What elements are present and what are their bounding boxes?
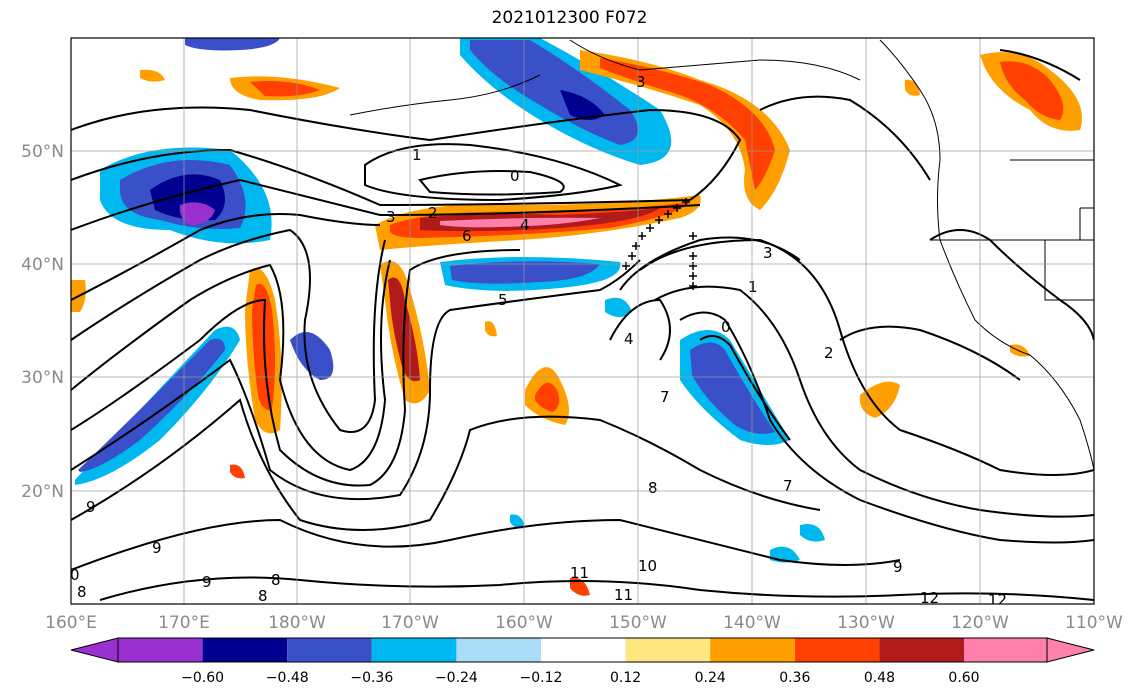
contour-label-group: 1 0 3 2 6 4 3 1 0 4 7 5 9 9 8 8 9 0 8 10…	[70, 73, 1007, 609]
anomaly-blue-diag-west-inner	[78, 338, 225, 472]
lon-tick-label: 160°W	[495, 613, 553, 633]
map-title: 2021012300 F072	[491, 8, 648, 28]
lon-tick-label: 160°E	[45, 613, 97, 633]
contour-label: 3	[386, 208, 396, 226]
lon-tick-label: 140°W	[723, 613, 781, 633]
colorbar-tick-label: −0.60	[181, 670, 224, 686]
colorbar-segment	[118, 638, 203, 662]
shaded-field: 1 0 3 2 6 4 3 1 0 4 7 5 9 9 8 8 9 0 8 10…	[70, 38, 1094, 609]
coastlines	[349, 39, 1094, 471]
lon-tick-label: 180°W	[268, 613, 326, 633]
contour-label: 5	[498, 291, 508, 309]
contour-label: 0	[510, 167, 520, 185]
anomaly-warm-small3	[570, 577, 590, 596]
colorbar-frame	[117, 637, 1048, 663]
colorbar: −0.60 −0.48 −0.36 −0.24 −0.12 0.12 0.24 …	[70, 637, 1095, 686]
colorbar-tick-label: 0.36	[779, 670, 810, 686]
contour-label: 2	[824, 344, 834, 362]
lon-tick-label: 170°E	[158, 613, 210, 633]
contour-label: 11	[614, 586, 633, 604]
colorbar-tick-label: 0.48	[864, 670, 895, 686]
lat-tick-label: 40°N	[21, 255, 64, 275]
contour-label: 1	[748, 278, 758, 296]
colorbar-segment	[371, 638, 457, 662]
contour-label: 4	[520, 216, 530, 234]
anomaly-warm-south-central-inner	[535, 382, 560, 412]
anomaly-blue-top-left	[185, 38, 280, 51]
anomaly-warm-small6	[485, 321, 497, 337]
anomaly-warm-east	[859, 381, 900, 418]
colorbar-segment	[541, 638, 626, 662]
anomaly-blue-south-of-jet-inner	[450, 261, 600, 284]
anomaly-blue-central	[290, 332, 334, 380]
colorbar-segment	[710, 638, 795, 662]
lon-tick-label: 170°W	[381, 613, 439, 633]
colorbar-segment	[964, 638, 1047, 662]
colorbar-segment	[625, 638, 711, 662]
lon-tick-label: 150°W	[609, 613, 667, 633]
anomaly-blue-diag-east-inner	[690, 342, 775, 434]
anomaly-navy-northeast	[560, 90, 605, 120]
colorbar-segment	[287, 638, 372, 662]
colorbar-tick-label: −0.12	[520, 670, 563, 686]
anomaly-warm-top-inner	[250, 81, 320, 97]
lat-tick-label: 20°N	[21, 482, 64, 502]
colorbar-extend-low	[70, 637, 119, 663]
contour-label: 8	[271, 571, 281, 589]
anomaly-warm-small1	[140, 69, 165, 82]
anomaly-purple	[179, 202, 215, 225]
colorbar-tick-label: 0.60	[948, 670, 979, 686]
lat-tick-label: 50°N	[21, 142, 64, 162]
contour-label: 8	[648, 479, 658, 497]
anomaly-warm-northeast-corner-inner	[1000, 61, 1064, 120]
colorbar-segment	[202, 638, 288, 662]
lat-tick-labels: 20°N 30°N 40°N 50°N	[21, 142, 64, 502]
track-markers	[622, 198, 697, 290]
colorbar-tick-label: 0.12	[610, 670, 641, 686]
contour-label: 6	[462, 227, 472, 245]
anomaly-blue-small4	[510, 514, 525, 529]
contour-label: 12	[920, 589, 939, 607]
contour-label: 3	[763, 244, 773, 262]
colorbar-tick-label: 0.24	[695, 670, 726, 686]
contour-label: 3	[636, 73, 646, 91]
contour-label: 2	[428, 204, 438, 222]
anomaly-blue-small1	[605, 297, 632, 317]
colorbar-segment	[456, 638, 541, 662]
lon-tick-label: 110°W	[1065, 613, 1123, 633]
colorbar-segment	[879, 638, 964, 662]
contour-label: 12	[988, 591, 1007, 609]
contour-label: 8	[77, 583, 87, 601]
colorbar-tick-label: −0.36	[350, 670, 393, 686]
lat-tick-label: 30°N	[21, 368, 64, 388]
plot-frame	[70, 37, 1095, 605]
contour-label: 9	[202, 573, 212, 591]
colorbar-extend-high	[1046, 637, 1095, 663]
contour-label: 0	[70, 566, 80, 584]
contour-label: 10	[638, 557, 657, 575]
lon-tick-label: 120°W	[951, 613, 1009, 633]
contour-label: 11	[570, 564, 589, 582]
lon-tick-label: 130°W	[837, 613, 895, 633]
colorbar-tick-label: −0.24	[435, 670, 478, 686]
contour-label: 0	[721, 318, 731, 336]
colorbar-segment	[794, 638, 880, 662]
contour-label: 9	[152, 539, 162, 557]
contour-label: 7	[660, 388, 670, 406]
anomaly-warm-small5	[905, 79, 920, 96]
anomaly-warm-small2	[230, 464, 245, 479]
contour-label: 9	[893, 558, 903, 576]
contour-label: 4	[624, 330, 634, 348]
anomaly-blue-small3	[800, 524, 825, 542]
anomaly-warm-northeast-inner	[600, 58, 775, 190]
anomaly-jet-pink	[440, 217, 600, 228]
lon-tick-labels: 160°E 170°E 180°W 170°W 160°W 150°W 140°…	[45, 613, 1123, 633]
contour-label: 9	[86, 498, 96, 516]
colorbar-tick-label: −0.48	[266, 670, 309, 686]
contour-label: 1	[412, 146, 422, 164]
contour-label: 7	[783, 477, 793, 495]
contour-label: 8	[258, 587, 268, 605]
map-gridlines	[71, 38, 1094, 604]
